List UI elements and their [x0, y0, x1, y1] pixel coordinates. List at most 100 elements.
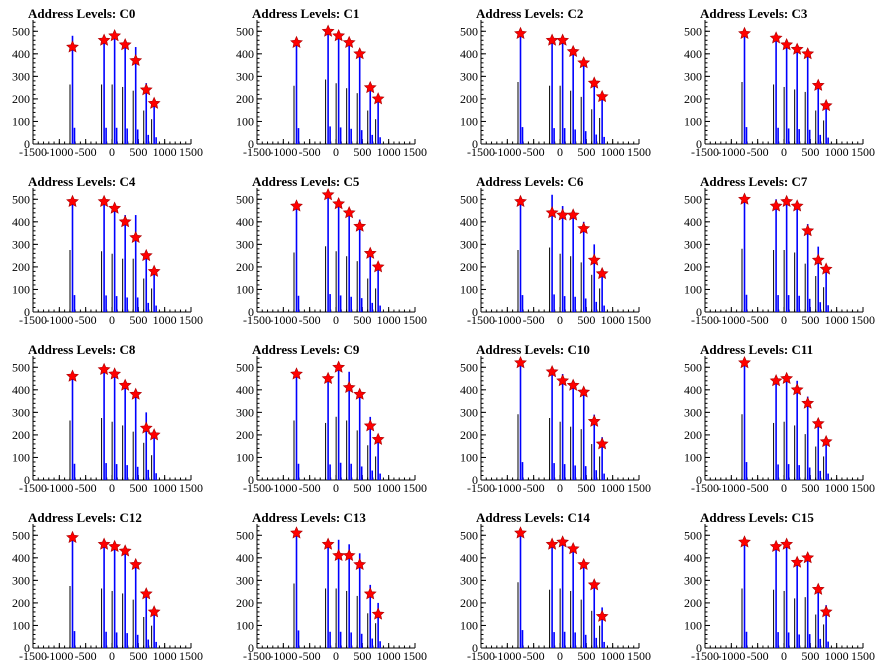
x-tick-label: -1500 [467, 649, 495, 663]
y-tick-label: 200 [236, 260, 254, 274]
chart-svg: Address Levels: C9-1500-1000 -500 0 500 1000… [236, 342, 427, 495]
peak-marker [556, 374, 570, 387]
x-tick-label: -1500 [243, 649, 271, 663]
y-tick-label: 400 [236, 47, 254, 61]
y-tick-label: 500 [684, 360, 702, 374]
y-tick-label: 200 [684, 596, 702, 610]
x-tick-label: 500 [353, 649, 371, 663]
peak-marker [353, 557, 367, 571]
x-tick-label: -500 [75, 649, 97, 663]
peak-marker [129, 53, 143, 67]
y-tick-label: 200 [684, 260, 702, 274]
peak-marker [801, 224, 815, 237]
y-tick-label: 300 [12, 69, 30, 83]
x-tick-label: 1000 [601, 649, 625, 663]
x-tick-label: 1000 [153, 481, 177, 495]
peak-marker [66, 369, 79, 382]
peak-marker [587, 76, 601, 89]
x-tick-label: 1500 [851, 313, 875, 327]
peak-marker [108, 201, 122, 214]
chart-svg: Address Levels: C8-1500-1000 -500 0 500 1000… [12, 342, 203, 495]
y-tick-label: 100 [684, 282, 702, 296]
chart-title: Address Levels: C4 [28, 174, 136, 189]
peak-marker [353, 219, 367, 232]
x-tick-label: 0 [781, 649, 787, 663]
y-tick-label: 300 [236, 405, 254, 419]
peak-marker [595, 89, 609, 103]
y-tick-label: 100 [460, 114, 478, 128]
chart-panel: Address Levels: C0 -1500 -1000 -500 0 500 1000… [0, 0, 224, 168]
chart-title: Address Levels: C5 [252, 174, 360, 189]
peak-marker [819, 98, 833, 112]
peak-marker [514, 26, 527, 39]
peak-marker [342, 206, 356, 219]
peak-marker [108, 29, 122, 42]
x-tick-label: 1500 [403, 313, 427, 327]
y-tick-label: 100 [460, 282, 478, 296]
x-tick-label: 0 [557, 145, 563, 159]
x-tick-label: 1000 [825, 481, 849, 495]
peak-marker [545, 206, 559, 219]
y-tick-label: 300 [12, 573, 30, 587]
x-tick-label: 0 [781, 313, 787, 327]
chart-title: Address Levels: C12 [28, 510, 142, 525]
y-tick-label: 500 [12, 192, 30, 206]
x-tick-label: -1000 [717, 145, 745, 159]
chart-title: Address Levels: C8 [28, 342, 136, 357]
peak-marker [566, 44, 580, 58]
chart-panel: Address Levels: C14 -1500 -1000 -500 0 500 100… [448, 504, 672, 672]
y-tick-label: 0 [472, 473, 478, 487]
y-tick-label: 400 [684, 47, 702, 61]
x-tick-label: -1500 [691, 481, 719, 495]
y-tick-label: 500 [460, 360, 478, 374]
x-tick-label: -500 [523, 313, 545, 327]
y-tick-label: 100 [236, 282, 254, 296]
peak-marker [321, 537, 335, 550]
peak-marker [556, 535, 570, 548]
peak-marker [321, 24, 335, 37]
peak-marker [332, 197, 346, 210]
x-tick-label: 1500 [179, 649, 203, 663]
y-tick-label: 100 [684, 450, 702, 464]
peak-marker [545, 537, 559, 550]
x-tick-label: 1000 [601, 313, 625, 327]
x-tick-label: 500 [129, 481, 147, 495]
y-tick-label: 100 [12, 114, 30, 128]
y-tick-label: 500 [684, 24, 702, 38]
y-tick-label: 200 [460, 260, 478, 274]
peak-marker [129, 387, 143, 400]
peak-marker [801, 551, 815, 564]
x-tick-label: 500 [801, 145, 819, 159]
x-tick-label: 0 [109, 313, 115, 327]
chart-svg: Address Levels: C4-1500-1000 -500 0 500 1000… [12, 174, 203, 327]
chart-svg: Address Levels: C13 -1500-1000 -500 0 500 100… [236, 510, 427, 663]
peak-marker [290, 199, 303, 212]
chart-title: Address Levels: C1 [252, 6, 359, 21]
y-tick-label: 200 [460, 92, 478, 106]
chart-panel: Address Levels: C10 -1500 -1000 -500 0 500 100… [448, 336, 672, 504]
y-tick-label: 200 [12, 596, 30, 610]
y-tick-label: 300 [684, 237, 702, 251]
x-tick-label: 0 [557, 313, 563, 327]
y-tick-label: 200 [12, 428, 30, 442]
y-tick-label: 0 [696, 137, 702, 151]
x-tick-label: 1000 [825, 145, 849, 159]
peak-marker [811, 582, 825, 595]
chart-panel: Address Levels: C1 -1500 -1000 -500 0 500 1000… [224, 0, 448, 168]
x-tick-label: 500 [129, 313, 147, 327]
peak-marker [801, 47, 815, 60]
y-tick-label: 400 [684, 551, 702, 565]
chart-panel: Address Levels: C3 -1500 -1000 -500 0 500 1000… [672, 0, 896, 168]
peak-marker [118, 378, 132, 391]
y-tick-label: 500 [236, 192, 254, 206]
y-tick-label: 200 [236, 596, 254, 610]
x-tick-label: 500 [801, 313, 819, 327]
peak-marker [353, 47, 367, 60]
peak-marker [147, 428, 161, 441]
y-tick-label: 200 [236, 92, 254, 106]
chart-panel: Address Levels: C15 -1500 -1000 -500 0 500 100… [672, 504, 896, 672]
x-tick-label: 0 [781, 481, 787, 495]
peak-marker [97, 537, 111, 550]
y-tick-label: 100 [684, 618, 702, 632]
x-tick-label: -500 [299, 313, 321, 327]
